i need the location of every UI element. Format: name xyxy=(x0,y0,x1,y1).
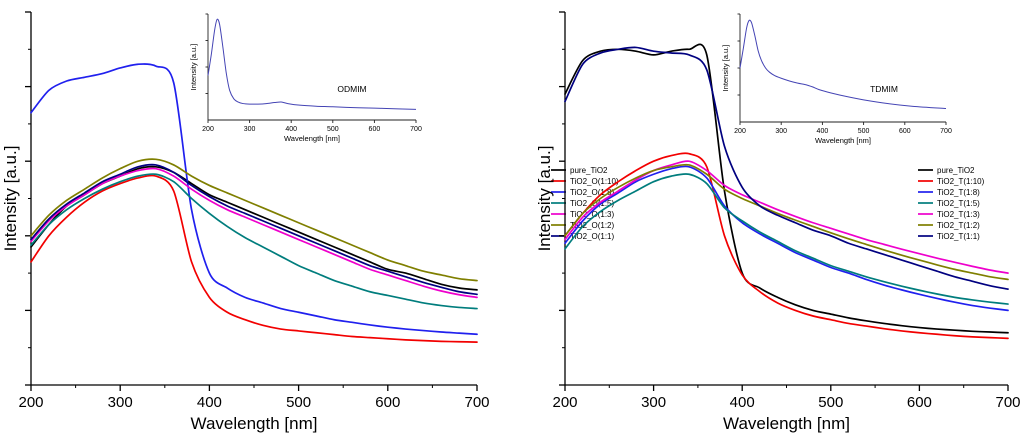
inset-curve-ODMIM xyxy=(207,18,417,110)
x-tick-label: 500 xyxy=(286,394,311,411)
inset-x-axis-label: Wavelength [nm] xyxy=(284,134,340,143)
x-axis-label: Wavelength [nm] xyxy=(191,414,318,433)
legend-label: TiO2_T(1:10) xyxy=(937,177,985,186)
inset-x-tick-label: 400 xyxy=(817,128,829,135)
legend-label: TiO2_O(1:8) xyxy=(570,188,614,197)
legend-label: TiO2_T(1:8) xyxy=(937,188,980,197)
series-line-TiO2_O(1:2) xyxy=(30,158,478,282)
x-tick-label: 200 xyxy=(18,394,43,411)
x-tick-label: 300 xyxy=(108,394,133,411)
x-tick-label: 300 xyxy=(641,394,666,411)
legend-label: TiO2_T(1:3) xyxy=(937,210,980,219)
inset-title: ODMIM xyxy=(337,84,366,94)
x-tick-label: 400 xyxy=(730,394,755,411)
y-axis-label: Intensity [a.u.] xyxy=(535,146,554,252)
x-tick-label: 200 xyxy=(552,394,577,411)
series-line-TiO2_O(1:3) xyxy=(30,167,478,299)
series-line-TiO2_T(1:10) xyxy=(564,152,1009,340)
inset-x-tick-label: 700 xyxy=(940,128,952,135)
series-line-TiO2_T(1:2) xyxy=(564,163,1009,281)
inset-x-tick-label: 200 xyxy=(202,126,214,133)
inset-curve-TDMIM xyxy=(739,19,947,109)
legend-label: TiO2_O(1:10) xyxy=(570,177,619,186)
inset-x-tick-label: 500 xyxy=(327,126,339,133)
legend-label: TiO2_T(1:1) xyxy=(937,232,980,241)
inset-x-axis-label: Wavelength [nm] xyxy=(815,136,871,145)
x-tick-label: 600 xyxy=(907,394,932,411)
x-tick-label: 400 xyxy=(197,394,222,411)
series-line-TiO2_O(1:10) xyxy=(30,174,478,343)
legend-label: pure_TiO2 xyxy=(570,166,608,175)
series-line-TiO2_O(1:8) xyxy=(30,63,478,336)
inset-x-tick-label: 400 xyxy=(285,126,297,133)
x-tick-label: 700 xyxy=(464,394,489,411)
x-tick-label: 500 xyxy=(818,394,843,411)
series-line-TiO2_T(1:8) xyxy=(564,165,1009,312)
x-axis-label: Wavelength [nm] xyxy=(723,414,850,433)
inset-x-tick-label: 600 xyxy=(369,126,381,133)
series-line-pure_TiO2 xyxy=(564,43,1009,334)
legend-label: TiO2_O(1:2) xyxy=(570,221,614,230)
inset-x-tick-label: 700 xyxy=(410,126,422,133)
legend-label: pure_TiO2 xyxy=(937,166,975,175)
series-line-TiO2_O(1:5) xyxy=(30,173,478,310)
y-axis-label: Intensity [a.u.] xyxy=(1,146,20,252)
series-line-TiO2_T(1:5) xyxy=(564,173,1009,305)
x-tick-label: 600 xyxy=(375,394,400,411)
inset-x-tick-label: 500 xyxy=(858,128,870,135)
series-line-TiO2_T(1:1) xyxy=(564,46,1009,290)
inset-x-tick-label: 600 xyxy=(899,128,911,135)
legend-label: TiO2_O(1:3) xyxy=(570,210,614,219)
inset-x-tick-label: 300 xyxy=(244,126,256,133)
legend-label: TiO2_T(1:5) xyxy=(937,199,980,208)
inset-x-tick-label: 200 xyxy=(734,128,746,135)
inset-title: TDMIM xyxy=(870,84,898,94)
x-tick-label: 700 xyxy=(995,394,1020,411)
series-line-TiO2_T(1:3) xyxy=(564,160,1009,274)
legend-label: TiO2_O(1:1) xyxy=(570,232,614,241)
series-line-TiO2_O(1:1) xyxy=(30,163,478,296)
inset-x-tick-label: 300 xyxy=(775,128,787,135)
inset-y-axis-label: Intensity [a.u.] xyxy=(721,45,730,92)
inset-y-axis-label: Intensity [a.u.] xyxy=(189,44,198,91)
legend-label: TiO2_T(1:2) xyxy=(937,221,980,230)
legend-background xyxy=(915,163,1014,247)
